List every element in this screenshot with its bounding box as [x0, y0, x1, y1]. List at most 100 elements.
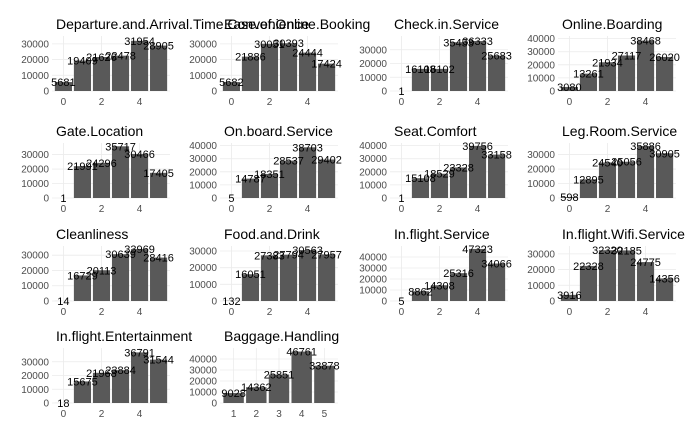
data-label: 18	[57, 398, 69, 410]
bar	[54, 82, 72, 91]
bar	[260, 43, 279, 91]
data-label: 21991	[67, 161, 98, 173]
x-tick-label: 2	[99, 204, 105, 215]
panel-title: Food.and.Drink	[224, 226, 321, 242]
data-label: 24540	[592, 157, 623, 169]
y-tick-label: 20000	[527, 265, 555, 276]
panel-title: Departure.and.Arrival.Time.Convenience	[56, 16, 309, 32]
x-tick-label: 0	[567, 204, 573, 215]
bar	[579, 179, 598, 198]
data-label: 30905	[649, 148, 680, 160]
data-label: 15108	[405, 173, 436, 185]
y-tick-label: 10000	[189, 180, 217, 191]
bar	[318, 159, 336, 198]
bar	[656, 278, 674, 301]
data-label: 16729	[67, 270, 98, 282]
bar	[598, 250, 617, 301]
bar	[411, 291, 430, 301]
x-tick-label: 2	[267, 97, 273, 108]
panel-on-board-service: On.board.Service 0 10000 20000 30000 40000 0 2 4…	[189, 123, 342, 215]
panel-title: Seat.Comfort	[394, 123, 477, 139]
data-label: 27383	[254, 250, 285, 262]
data-label: 17424	[311, 59, 342, 71]
x-tick-label: 5	[322, 409, 328, 420]
x-tick-label: 4	[643, 204, 649, 215]
data-label: 22328	[573, 261, 604, 273]
bar	[92, 57, 111, 91]
x-tick-label: 0	[399, 307, 405, 318]
bar	[579, 73, 598, 91]
y-tick-label: 0	[211, 194, 217, 205]
data-label: 30051	[254, 39, 285, 51]
panel-ease-of-online-booking: Ease.of.Online.Booking 0 10000 20000 30000 0 2…	[189, 16, 370, 108]
data-label: 18529	[424, 169, 455, 181]
data-label: 5	[228, 193, 234, 205]
bar	[318, 254, 336, 301]
y-tick-label: 0	[381, 297, 387, 308]
x-tick-label: 0	[399, 204, 405, 215]
data-label: 23884	[105, 365, 136, 377]
y-tick-label: 40000	[189, 355, 217, 366]
data-label: 24775	[630, 257, 661, 269]
bar	[130, 249, 149, 301]
data-label: 36791	[124, 347, 155, 359]
y-tick-label: 10000	[189, 388, 217, 399]
y-tick-label: 20000	[527, 165, 555, 176]
y-tick-label: 30000	[359, 154, 387, 165]
y-tick-label: 0	[43, 399, 49, 410]
y-tick-label: 20000	[189, 167, 217, 178]
bar	[111, 254, 130, 301]
bar	[430, 68, 449, 91]
bar	[73, 60, 92, 91]
data-label: 22478	[105, 51, 136, 63]
data-label: 32185	[611, 245, 642, 257]
panel-online-boarding: Online.Boarding 0 10000 20000 30000 40000 0 2 4 3…	[527, 16, 680, 108]
y-tick-label: 10000	[359, 286, 387, 297]
bar	[111, 146, 130, 198]
y-tick-label: 30000	[527, 150, 555, 161]
bar	[92, 372, 111, 403]
bar	[279, 254, 298, 301]
panel-title: On.board.Service	[224, 123, 333, 139]
data-label: 12895	[573, 174, 604, 186]
y-tick-label: 0	[211, 297, 217, 308]
bar	[656, 153, 674, 198]
y-tick-label: 10000	[527, 179, 555, 190]
bar	[656, 56, 674, 91]
bar	[298, 52, 317, 91]
y-tick-label: 0	[381, 194, 387, 205]
data-label: 18351	[254, 169, 285, 181]
bar	[468, 41, 487, 91]
bar	[488, 154, 506, 198]
bar	[636, 262, 655, 301]
x-tick-label: 4	[137, 409, 143, 420]
x-tick-label: 2	[267, 204, 273, 215]
y-tick-label: 30000	[21, 150, 49, 161]
x-tick-label: 2	[99, 307, 105, 318]
data-label: 8862	[408, 286, 432, 298]
bar	[449, 42, 468, 91]
bar	[291, 351, 312, 403]
y-tick-label: 20000	[189, 55, 217, 66]
bar	[130, 40, 149, 91]
bar	[150, 172, 168, 198]
x-tick-label: 4	[475, 204, 481, 215]
bar	[318, 63, 336, 91]
bar	[636, 146, 655, 198]
x-tick-label: 2	[437, 97, 443, 108]
data-label: 21934	[592, 57, 623, 69]
bar	[241, 274, 260, 301]
y-tick-label: 40000	[527, 34, 555, 45]
panel-title: In.flight.Service	[394, 226, 490, 242]
bar	[111, 55, 130, 91]
x-tick-label: 0	[61, 307, 67, 318]
x-tick-label: 4	[305, 307, 311, 318]
data-label: 1	[398, 193, 404, 205]
y-tick-label: 10000	[21, 385, 49, 396]
panel-in-flight-wifi-service: In.flight.Wifi.Service 0 10000 20000 30000 0 2…	[527, 226, 685, 318]
y-tick-label: 30000	[189, 154, 217, 165]
data-label: 47323	[462, 244, 493, 256]
bar	[241, 178, 260, 198]
